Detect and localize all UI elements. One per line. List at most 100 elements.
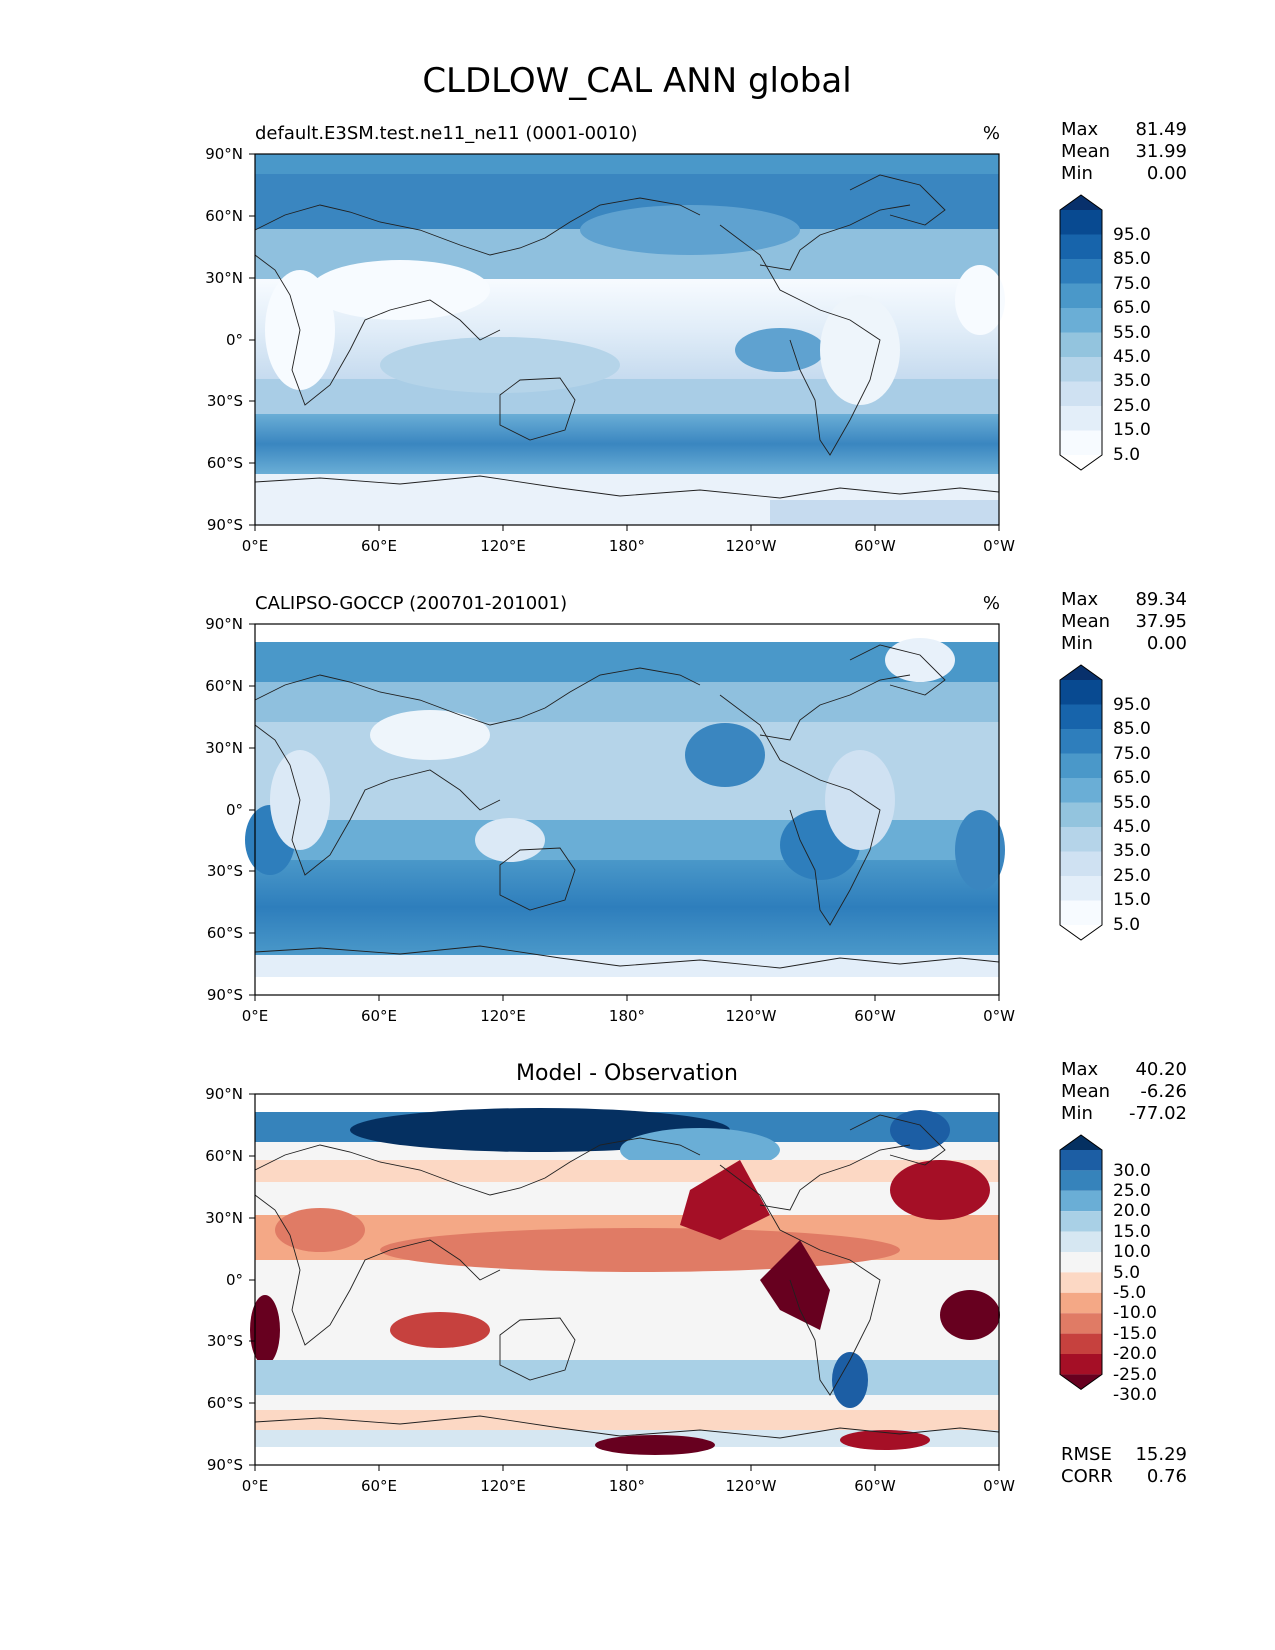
x-tick-label: 60°W (854, 537, 896, 555)
colorbar-label: 65.0 (1113, 298, 1151, 318)
colorbar-label: 5.0 (1113, 915, 1140, 935)
y-tick-label: 30°N (205, 739, 243, 757)
colorbar-segment (1060, 1252, 1102, 1273)
x-tick-label: 60°E (361, 537, 397, 555)
x-tick-label: 60°W (854, 1007, 896, 1025)
colorbar-label: 25.0 (1113, 1181, 1151, 1201)
x-tick-label: 60°E (361, 1007, 397, 1025)
y-tick-label: 90°S (207, 986, 243, 1004)
x-tick-label: 60°W (854, 1477, 896, 1495)
x-tick-label: 0°E (242, 1007, 269, 1025)
panel-test-title: default.E3SM.test.ne11_ne11 (0001-0010) (255, 123, 638, 144)
colorbar-label: 5.0 (1113, 1263, 1140, 1283)
y-tick-label: 60°S (207, 1394, 243, 1412)
panel-diff-stats: Max 40.20 Mean -6.26 Min -77.02 (1061, 1059, 1187, 1124)
x-tick-label: 120°E (480, 1007, 526, 1025)
colorbar-label: 85.0 (1113, 249, 1151, 269)
y-tick-label: 30°S (207, 392, 243, 410)
panel-test-map (254, 153, 1005, 526)
panel-test-colorbar: 95.0 85.0 75.0 65.0 55.0 45.0 35.0 25.0 … (1059, 194, 1151, 471)
y-tick-label: 60°N (205, 207, 243, 225)
colorbar-label: -15.0 (1113, 1324, 1157, 1344)
colorbar-label: -25.0 (1113, 1365, 1157, 1385)
stat-label: Max (1061, 119, 1099, 140)
panel-test-y-ticks (249, 153, 255, 526)
panel-ref-map (245, 623, 1005, 996)
colorbar-segment (1060, 1150, 1102, 1171)
panel-diff: Model - Observation (205, 1059, 1187, 1495)
panel-ref-x-ticks (254, 995, 1000, 1001)
colorbar-segment (1060, 753, 1102, 778)
colorbar-label: 35.0 (1113, 371, 1151, 391)
colorbar-label: 15.0 (1113, 890, 1151, 910)
colorbar-label: 75.0 (1113, 744, 1151, 764)
colorbar-segment (1060, 876, 1102, 901)
y-tick-label: 0° (226, 1271, 243, 1289)
colorbar-segment (1060, 1272, 1102, 1293)
colorbar-segment (1060, 729, 1102, 754)
stat-value: -77.02 (1129, 1103, 1187, 1124)
x-tick-label: 0°E (242, 1477, 269, 1495)
panel-ref-units: % (983, 593, 1000, 614)
colorbar-segment (1060, 210, 1102, 235)
colorbar-segment (1060, 357, 1102, 382)
colorbar-segment (1060, 778, 1102, 803)
colorbar-label: 55.0 (1113, 323, 1151, 343)
colorbar-segment (1060, 259, 1102, 284)
y-tick-label: 90°N (205, 615, 243, 633)
colorbar-segment (1060, 704, 1102, 729)
colorbar-segment (1060, 1333, 1102, 1354)
colorbar-label: -30.0 (1113, 1385, 1157, 1405)
stat-value: 0.00 (1147, 163, 1187, 184)
colorbar-label: 15.0 (1113, 420, 1151, 440)
x-tick-label: 0°W (983, 1477, 1015, 1495)
colorbar-segment (1060, 1292, 1102, 1314)
y-tick-label: 60°S (207, 454, 243, 472)
colorbar-label: 25.0 (1113, 866, 1151, 886)
colorbar-label: 95.0 (1113, 225, 1151, 245)
corr-label: CORR (1061, 1466, 1113, 1487)
colorbar-segment (1060, 802, 1102, 827)
panel-test-units: % (983, 123, 1000, 144)
colorbar-label: 5.0 (1113, 445, 1140, 465)
colorbar-segment (1060, 430, 1102, 455)
diff-anomaly-southeast-pacific (760, 1240, 830, 1330)
panel-diff-metrics: RMSE 15.29 CORR 0.76 (1061, 1444, 1187, 1487)
colorbar-segment (1060, 827, 1102, 852)
stat-value: 31.99 (1135, 141, 1187, 162)
stat-value: -6.26 (1140, 1081, 1187, 1102)
x-tick-label: 120°E (480, 1477, 526, 1495)
diff-anomaly-north-pacific (680, 1160, 770, 1240)
colorbar-segment (1060, 381, 1102, 406)
panel-ref-axes: 90°N 60°N 30°N 0° 30°S 60°S 90°S 0°E 60°… (205, 615, 1015, 1025)
y-tick-label: 90°S (207, 516, 243, 534)
panel-test: default.E3SM.test.ne11_ne11 (0001-0010) … (205, 119, 1187, 555)
stat-label: Min (1061, 1103, 1093, 1124)
x-tick-label: 120°E (480, 537, 526, 555)
colorbar-label: 30.0 (1113, 1161, 1151, 1181)
x-tick-label: 180° (609, 537, 645, 555)
panel-ref-title: CALIPSO-GOCCP (200701-201001) (255, 593, 567, 614)
panel-diff-title: Model - Observation (516, 1061, 738, 1086)
colorbar-extend-top (1060, 1135, 1102, 1150)
panel-diff-map (250, 1093, 1000, 1466)
rmse-label: RMSE (1061, 1444, 1112, 1465)
colorbar-segment (1060, 680, 1102, 705)
x-tick-label: 120°W (726, 1477, 777, 1495)
y-tick-label: 90°N (205, 1085, 243, 1103)
colorbar-label: 20.0 (1113, 1201, 1151, 1221)
colorbar-label: 75.0 (1113, 274, 1151, 294)
colorbar-segment (1060, 1354, 1102, 1375)
colorbar-extend-top (1060, 195, 1102, 210)
y-tick-label: 90°N (205, 145, 243, 163)
x-tick-label: 0°W (983, 537, 1015, 555)
colorbar-label: 45.0 (1113, 347, 1151, 367)
colorbar-extend-bottom (1060, 455, 1102, 470)
colorbar-segment (1060, 1313, 1102, 1334)
y-tick-label: 60°S (207, 924, 243, 942)
stat-label: Mean (1061, 611, 1110, 632)
panel-ref-stats: Max 89.34 Mean 37.95 Min 0.00 (1061, 589, 1187, 654)
y-tick-label: 30°S (207, 862, 243, 880)
x-tick-label: 120°W (726, 537, 777, 555)
colorbar-label: -5.0 (1113, 1283, 1146, 1303)
